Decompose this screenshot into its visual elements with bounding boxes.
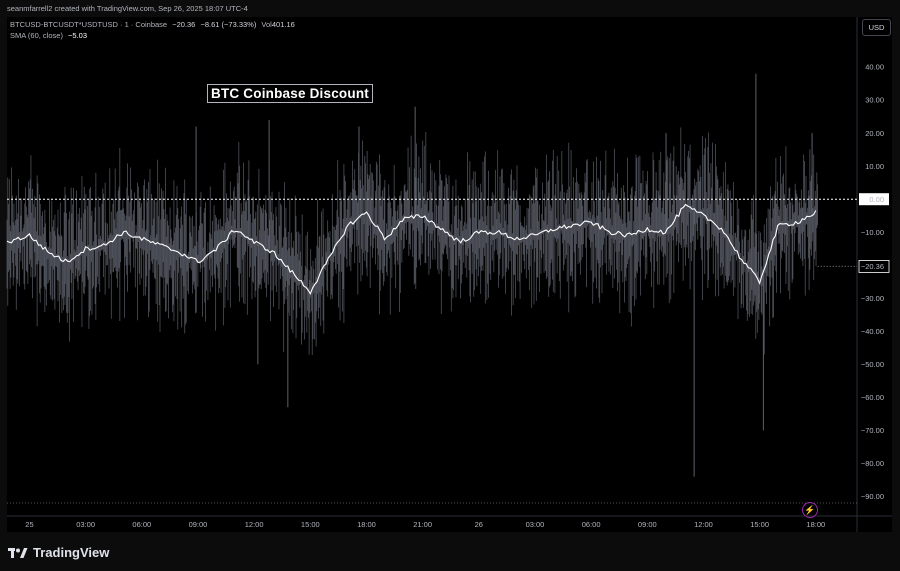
x-tick-label: 09:00 — [189, 520, 208, 529]
sma-legend[interactable]: SMA (60, close) −5.03 — [10, 31, 87, 40]
volume-value: 401.16 — [271, 20, 295, 29]
sma-line — [6, 203, 817, 296]
change-value: −8.61 (−73.33%) — [200, 20, 257, 29]
price-label-box — [858, 260, 890, 273]
symbol-name: BTCUSD-BTCUSDT*USDTUSD · 1 · Coinbase — [10, 20, 168, 29]
y-tick-label: −90.00 — [861, 492, 884, 501]
x-tick-label: 12:00 — [245, 520, 264, 529]
symbol-legend[interactable]: BTCUSD-BTCUSDT*USDTUSD · 1 · Coinbase −2… — [10, 20, 295, 29]
chart-credit: seanmfarrell2 created with TradingView.c… — [7, 4, 248, 13]
sma-value: −5.03 — [68, 31, 88, 40]
x-tick-label: 15:00 — [301, 520, 320, 529]
y-tick-label: −20.36 — [861, 262, 884, 271]
y-tick-label: 30.00 — [865, 96, 884, 105]
chart-annotation: BTC Coinbase Discount — [207, 84, 373, 103]
brand-name: TradingView — [33, 545, 110, 560]
x-tick-label: 15:00 — [750, 520, 769, 529]
x-tick-label: 06:00 — [132, 520, 151, 529]
last-value: −20.36 — [172, 20, 196, 29]
y-tick-label: −40.00 — [861, 327, 884, 336]
x-tick-label: 21:00 — [413, 520, 432, 529]
tradingview-brand[interactable]: TradingView — [8, 545, 109, 560]
x-tick-label: 09:00 — [638, 520, 657, 529]
flash-icon[interactable]: ⚡ — [802, 502, 818, 518]
x-tick-label: 26 — [475, 520, 483, 529]
x-tick-label: 03:00 — [76, 520, 95, 529]
y-tick-label: 0.00 — [869, 195, 884, 204]
y-tick-label: −60.00 — [861, 393, 884, 402]
x-tick-label: 12:00 — [694, 520, 713, 529]
volume-label: Vol — [261, 20, 272, 29]
y-tick-label: 20.00 — [865, 129, 884, 138]
y-tick-label: −30.00 — [861, 294, 884, 303]
sma-label: SMA (60, close) — [10, 31, 63, 40]
x-tick-label: 18:00 — [806, 520, 825, 529]
y-tick-label: −50.00 — [861, 360, 884, 369]
tradingview-logo-icon — [8, 547, 28, 558]
x-tick-label: 03:00 — [526, 520, 545, 529]
y-tick-label: 10.00 — [865, 162, 884, 171]
price-label-box — [859, 193, 889, 206]
y-tick-label: −10.00 — [861, 228, 884, 237]
x-tick-label: 18:00 — [357, 520, 376, 529]
x-tick-label: 25 — [25, 520, 33, 529]
y-tick-label: 40.00 — [865, 63, 884, 72]
y-tick-label: −80.00 — [861, 459, 884, 468]
y-tick-label: −70.00 — [861, 426, 884, 435]
x-tick-label: 06:00 — [582, 520, 601, 529]
spread-series — [6, 73, 818, 477]
currency-button[interactable]: USD — [862, 19, 891, 36]
